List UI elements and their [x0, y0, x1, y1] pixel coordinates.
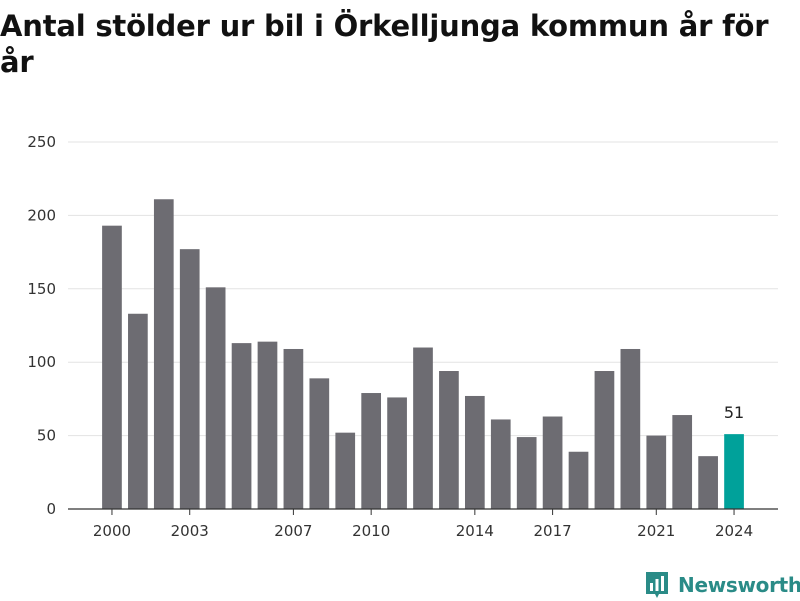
bar-2010 — [361, 393, 382, 509]
x-tick-label: 2010 — [352, 522, 390, 540]
bar-2005 — [231, 343, 252, 509]
y-axis-ticks: 0 50 100 150 200 250 — [27, 133, 56, 518]
data-labels: 51 — [724, 403, 744, 422]
x-tick-label: 2014 — [456, 522, 494, 540]
x-tick-label: 2000 — [93, 522, 131, 540]
bar-2011 — [387, 397, 407, 509]
brand-name: Newsworthy — [678, 573, 800, 597]
bar-2012 — [413, 347, 433, 509]
y-tick-label: 0 — [46, 500, 56, 518]
bar-2018 — [568, 451, 589, 509]
y-tick-label: 150 — [27, 280, 56, 298]
bars — [102, 199, 744, 509]
y-tick-label: 250 — [27, 133, 56, 151]
bar-2016 — [516, 437, 537, 509]
x-tick-label: 2017 — [534, 522, 572, 540]
x-tick-label: 2007 — [274, 522, 312, 540]
x-tick-label: 2021 — [637, 522, 675, 540]
x-tick-label: 2024 — [715, 522, 753, 540]
x-axis: 2000 2003 2007 2010 2014 2017 2021 2024 — [68, 508, 778, 540]
bar-2023 — [698, 456, 718, 509]
y-tick-label: 100 — [27, 353, 56, 371]
y-tick-label: 50 — [37, 427, 56, 445]
x-tick-label: 2003 — [171, 522, 209, 540]
bar-2001 — [128, 313, 148, 509]
data-label-2024: 51 — [724, 403, 744, 422]
bar-2019 — [594, 371, 615, 509]
chart-title: Antal stölder ur bil i Örkelljunga kommu… — [0, 9, 769, 79]
bar-2004 — [205, 287, 226, 509]
bar-2006 — [257, 341, 278, 509]
bar-2009 — [335, 432, 356, 509]
brand-logo[interactable]: Newsworthy — [644, 569, 800, 601]
bar-2022 — [672, 415, 693, 509]
bar-2007 — [283, 348, 304, 509]
y-tick-label: 200 — [27, 206, 56, 224]
bar-2020 — [620, 348, 641, 509]
newsworthy-logo-icon — [646, 572, 668, 598]
bar-2002 — [153, 199, 174, 509]
bar-2024 — [724, 434, 744, 509]
bar-2013 — [439, 371, 459, 509]
bar-2014 — [464, 395, 485, 509]
bar-2008 — [309, 378, 330, 509]
bar-2003 — [179, 249, 200, 509]
bar-2015 — [490, 419, 511, 509]
bar-2017 — [542, 416, 563, 509]
bar-2000 — [102, 225, 122, 509]
bar-2021 — [646, 435, 667, 509]
